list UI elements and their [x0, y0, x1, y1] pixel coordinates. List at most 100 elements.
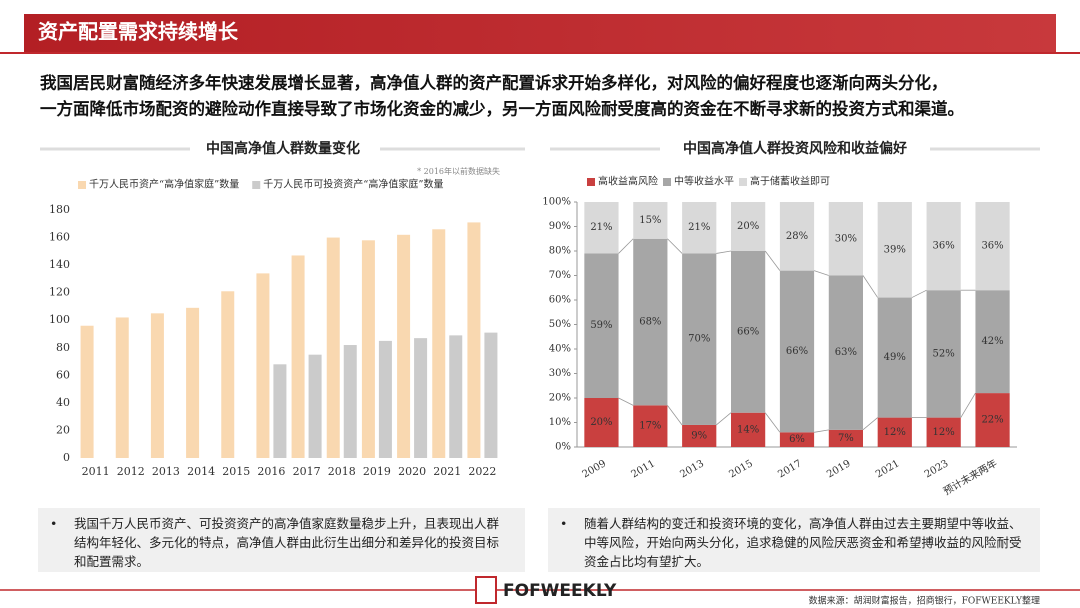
- x-tick-label: 2020: [398, 465, 426, 478]
- data-label: 66%: [786, 346, 808, 357]
- y-tick-label: 80%: [549, 246, 571, 257]
- data-label: 12%: [884, 427, 906, 438]
- bar: [449, 335, 463, 458]
- bar-segment: [926, 417, 961, 447]
- bar-segment: [975, 202, 1010, 291]
- x-tick-label: 2012: [117, 465, 145, 478]
- bar-segment: [828, 202, 863, 276]
- bar-segment: [828, 429, 863, 447]
- data-label: 12%: [933, 427, 955, 438]
- legend-label: 中等收益水平: [674, 175, 734, 188]
- connector: [618, 238, 634, 254]
- y-tick-label: 60: [56, 368, 70, 381]
- bar-segment: [877, 202, 912, 298]
- y-tick-label: 20%: [549, 393, 571, 404]
- bullet: 随着人群结构的变迁和投资环境的变化，高净值人群由过去主要期望中等收益、中等风险，…: [548, 508, 1040, 572]
- bar: [308, 354, 322, 458]
- bar-segment: [877, 417, 912, 447]
- data-label: 20%: [590, 417, 612, 428]
- bar: [343, 345, 357, 458]
- connector: [862, 417, 878, 431]
- data-label: 7%: [838, 433, 854, 444]
- y-tick-label: 120: [49, 286, 70, 299]
- x-tick-label: 2011: [630, 458, 658, 480]
- connector: [764, 250, 781, 271]
- y-tick-label: 70%: [549, 270, 571, 281]
- data-label: 15%: [639, 215, 661, 226]
- x-tick-label: 2019: [363, 465, 391, 478]
- bar-segment: [975, 393, 1010, 447]
- logo-icon: [475, 576, 497, 604]
- data-label: 52%: [933, 348, 955, 359]
- x-tick-label: 2017: [776, 458, 804, 480]
- note: * 2016年以前数据缺失: [417, 166, 500, 176]
- connector: [667, 405, 683, 426]
- y-tick-label: 50%: [549, 319, 571, 330]
- data-label: 68%: [639, 317, 661, 328]
- data-label: 39%: [884, 244, 906, 255]
- x-tick-label: 2021: [874, 458, 902, 480]
- source: 数据来源：胡润财富报告，招商银行，FOFWEEKLY整理: [809, 595, 1040, 607]
- bar-segment: [779, 270, 815, 433]
- data-label: 21%: [590, 222, 612, 233]
- legend-swatch: [587, 178, 595, 186]
- data-label: 17%: [639, 421, 661, 432]
- y-tick-label: 140: [49, 258, 70, 271]
- header-bar: [24, 14, 1056, 52]
- legend-label: 高于储蓄收益即可: [750, 175, 830, 188]
- bar: [291, 255, 305, 458]
- x-tick-label: 预计未来两年: [941, 457, 999, 498]
- y-tick-label: 10%: [549, 417, 571, 428]
- connector: [618, 397, 634, 406]
- y-tick-label: 40%: [549, 344, 571, 355]
- data-label: 22%: [981, 415, 1003, 426]
- legend-swatch: [78, 181, 86, 189]
- y-tick-label: 60%: [549, 295, 571, 306]
- bar-segment: [731, 251, 766, 413]
- x-tick-label: 2018: [328, 465, 356, 478]
- y-tick-label: 20: [56, 423, 70, 436]
- bar-segment: [682, 202, 717, 254]
- bar: [221, 291, 235, 458]
- x-tick-label: 2022: [468, 465, 496, 478]
- y-tick-label: 90%: [549, 221, 571, 232]
- x-tick-label: 2009: [581, 458, 609, 480]
- connector: [911, 289, 927, 298]
- data-label: 70%: [688, 334, 710, 345]
- chart-title: 中国高净值人群数量变化: [206, 140, 360, 157]
- bar: [80, 325, 94, 458]
- legend-swatch: [663, 178, 671, 186]
- data-label: 66%: [737, 326, 759, 337]
- bar: [361, 240, 375, 458]
- x-tick-label: 2023: [923, 458, 951, 480]
- connector: [716, 250, 732, 254]
- bar: [273, 364, 287, 458]
- bar: [115, 317, 129, 458]
- y-tick-label: 30%: [549, 368, 571, 379]
- bar: [432, 229, 446, 458]
- data-label: 30%: [835, 233, 857, 244]
- bar: [414, 338, 428, 458]
- bar-segment: [584, 398, 619, 447]
- x-tick-label: 2013: [678, 458, 706, 480]
- intro-line: 一方面降低市场配资的避险动作直接导致了市场化资金的减少，另一方面风险耐受度高的资…: [40, 99, 964, 119]
- bar: [397, 234, 411, 458]
- bar-segment: [877, 297, 912, 418]
- legend-swatch: [739, 178, 747, 186]
- y-tick-label: 80: [56, 341, 70, 354]
- bar-segment: [975, 290, 1010, 394]
- bar-segment: [926, 290, 961, 418]
- bar-segment: [926, 202, 961, 291]
- x-tick-label: 2016: [257, 465, 285, 478]
- data-label: 28%: [786, 231, 808, 242]
- data-label: 49%: [884, 352, 906, 363]
- data-label: 21%: [688, 222, 710, 233]
- x-tick-label: 2015: [727, 458, 755, 480]
- legend-label: 千万人民币可投资资产“高净值家庭”数量: [263, 178, 443, 191]
- x-tick-label: 2013: [152, 465, 180, 478]
- x-tick-label: 2017: [293, 465, 321, 478]
- connector: [813, 270, 829, 276]
- bar-segment: [731, 202, 766, 251]
- bar: [256, 273, 270, 458]
- data-label: 63%: [835, 347, 857, 358]
